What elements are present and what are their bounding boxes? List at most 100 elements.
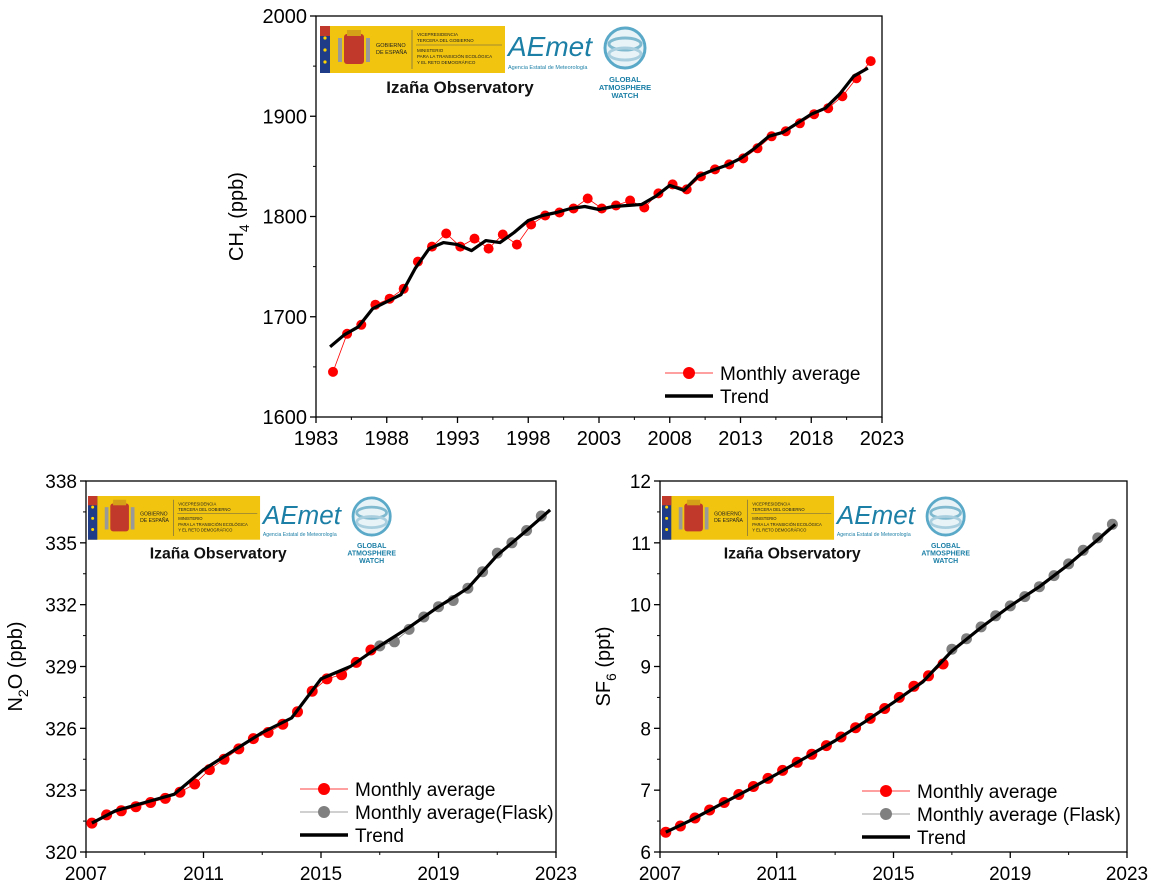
y-tick-label: 2000: [263, 6, 308, 28]
x-tick-label: 2007: [65, 864, 107, 885]
series-trend-line: [665, 523, 1117, 834]
eu-star-icon: [323, 60, 327, 64]
series-group: [660, 518, 1118, 838]
legend-label: Monthly average: [917, 782, 1057, 803]
y-axis-label-unit: O (ppb): [5, 621, 27, 689]
aemet-logo: AEmet: [506, 31, 593, 62]
gaw-ring-icon: [929, 505, 962, 520]
eu-flag-red: [662, 496, 672, 506]
aemet-subtitle: Agencia Estatal de Meteorología: [837, 532, 911, 538]
y-axis-label-unit: (ppt): [593, 626, 615, 673]
series-group: [328, 56, 876, 377]
monthly-point: [174, 786, 186, 798]
gaw-text-3: WATCH: [359, 558, 384, 565]
crown-icon: [113, 499, 127, 506]
gov-name-2: DE ESPAÑA: [714, 517, 743, 524]
gaw-ring-icon: [607, 46, 643, 62]
y-tick-label: 332: [45, 596, 77, 617]
legend-marker-swatch: [683, 367, 695, 379]
eu-star-icon: [91, 505, 95, 509]
monthly-point: [483, 243, 494, 254]
y-tick-label: 10: [630, 596, 651, 617]
flask-point: [491, 547, 503, 559]
gaw-text-2: ATMOSPHERE: [921, 551, 970, 558]
series-group: [86, 508, 552, 829]
y-axis-label-main: N: [5, 697, 27, 711]
x-tick-label: 2018: [789, 428, 834, 450]
x-tick-label: 2003: [577, 428, 622, 450]
monthly-point: [441, 228, 452, 239]
x-tick-label: 2015: [300, 864, 342, 885]
gov-name-2: DE ESPAÑA: [376, 49, 407, 56]
y-tick-label: 7: [640, 781, 651, 802]
gaw-ring-icon: [355, 505, 388, 520]
gaw-text-3: WATCH: [933, 558, 958, 565]
eu-star-icon: [91, 516, 95, 520]
monthly-point: [582, 193, 593, 204]
y-tick-label: 1800: [263, 207, 308, 229]
gov-name-1: GOBIERNO: [140, 512, 168, 518]
y-axis-label-main: CH: [226, 232, 248, 261]
y-tick-label: 329: [45, 658, 77, 679]
eu-star-icon: [91, 527, 95, 531]
aemet-logo: AEmet: [261, 500, 343, 530]
y-axis-label-subscript: 6: [603, 673, 619, 681]
y-tick-label: 335: [45, 534, 77, 555]
y-tick-label: 323: [45, 781, 77, 802]
monthly-point: [511, 239, 522, 250]
gov-name-2: DE ESPAÑA: [140, 517, 169, 524]
x-tick-label: 2019: [989, 864, 1031, 885]
coat-of-arms-icon: [684, 503, 703, 532]
x-tick-label: 1988: [365, 428, 410, 450]
y-tick-label: 1700: [263, 307, 308, 329]
gaw-ring-icon: [355, 515, 388, 530]
plot-frame: [315, 15, 883, 418]
gov-text-1: VICEPRESIDENCIA: [417, 32, 458, 37]
coat-of-arms-icon: [344, 34, 364, 64]
eu-star-icon: [665, 527, 669, 531]
y-tick-label: 326: [45, 719, 77, 740]
pillar-right-icon: [704, 507, 709, 530]
pillar-left-icon: [678, 507, 683, 530]
gaw-ring-icon: [607, 36, 643, 52]
x-tick-label: 1993: [435, 428, 480, 450]
series-trend-line: [91, 508, 552, 825]
monthly-point: [328, 366, 338, 377]
legend-label: Monthly average: [355, 780, 495, 801]
chart-panel-2: 2007 2011 2015 2019 2023 320 323 326 329 332 335 33…: [5, 472, 577, 885]
crown-icon: [687, 499, 701, 506]
chart-panel-1: 1983 1988 1993 1998 2003 2008 2013 2018 2023 1600…: [226, 6, 904, 450]
y-tick-label: 11: [631, 534, 651, 555]
gaw-text-2: ATMOSPHERE: [599, 83, 651, 92]
gov-text-4: PARA LA TRANSICIÓN ECOLÓGICA: [178, 522, 248, 527]
y-axis-label: SF6 (ppt): [593, 626, 619, 706]
y-axis-label-subscript: 2: [15, 689, 31, 697]
x-tick-label: 2023: [860, 428, 905, 450]
gov-text-3: MINISTERIO: [752, 516, 777, 521]
coat-of-arms-icon: [110, 503, 129, 532]
gaw-text-1: GLOBAL: [931, 543, 961, 550]
station-title: Izaña Observatory: [150, 545, 287, 562]
gov-text-4: PARA LA TRANSICIÓN ECOLÓGICA: [752, 522, 822, 527]
x-tick-label: 2023: [1106, 864, 1148, 885]
gaw-text-1: GLOBAL: [357, 543, 387, 550]
legend-marker-swatch: [880, 785, 892, 797]
x-tick-label: 2007: [639, 864, 681, 885]
monthly-point: [469, 233, 480, 244]
y-axis-label-main: SF: [593, 681, 615, 707]
x-tick-label: 2023: [535, 864, 577, 885]
y-tick-label: 1900: [263, 106, 308, 128]
legend-label: Monthly average (Flask): [917, 805, 1121, 826]
x-tick-label: 2011: [183, 864, 224, 885]
gaw-text-3: WATCH: [612, 91, 639, 100]
y-axis-label: CH4 (ppb): [226, 172, 252, 261]
pillar-left-icon: [104, 507, 109, 530]
x-tick-label: 1983: [294, 428, 339, 450]
legend-marker-swatch: [318, 806, 330, 818]
x-tick-label: 2015: [872, 864, 914, 885]
gaw-text-2: ATMOSPHERE: [347, 551, 396, 558]
series-trend-line: [329, 66, 869, 349]
gov-text-1: VICEPRESIDENCIA: [752, 501, 790, 506]
